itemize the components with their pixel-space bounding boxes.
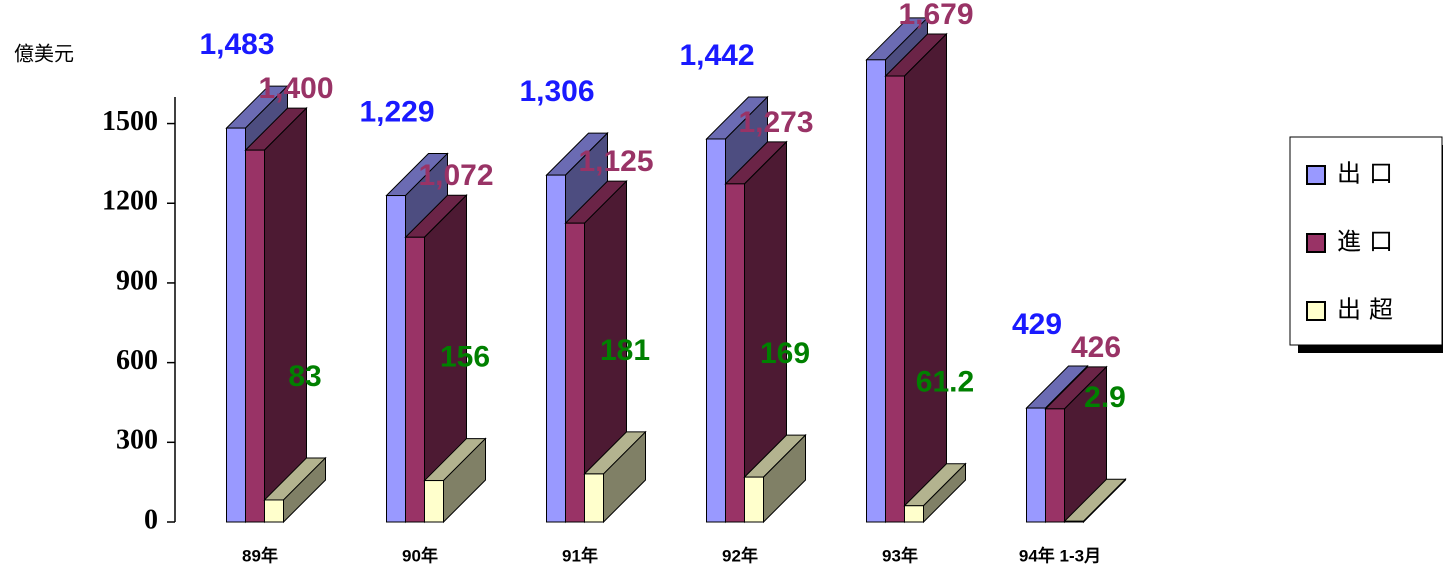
value-label: 1,483	[199, 28, 274, 61]
value-label: 181	[600, 334, 650, 367]
y-tick-label: 0	[144, 504, 158, 535]
x-tick-label: 94年 1-3月	[1019, 545, 1101, 565]
value-label: 1,306	[519, 75, 594, 108]
bar	[546, 174, 566, 523]
legend-label: 出口	[1337, 160, 1401, 188]
value-label: 1,679	[898, 0, 973, 31]
bar-side	[904, 32, 947, 524]
y-axis-label: 億美元	[14, 42, 74, 66]
bar	[405, 236, 425, 523]
value-label: 61.2	[916, 366, 974, 399]
x-tick-label: 92年	[722, 545, 758, 565]
bar	[565, 222, 585, 523]
y-tick-label: 900	[116, 265, 158, 296]
x-tick-label: 90年	[402, 545, 438, 565]
legend-label: 出超	[1337, 296, 1401, 324]
bar	[1026, 407, 1046, 523]
value-label: 1,400	[258, 72, 333, 105]
y-tick-label: 600	[116, 345, 158, 376]
value-label: 1,072	[418, 159, 493, 192]
value-label: 1,125	[578, 145, 653, 178]
legend-swatch	[1306, 233, 1326, 253]
bar	[424, 480, 444, 523]
y-tick-label: 300	[116, 425, 158, 456]
bar	[866, 59, 886, 523]
bar	[904, 505, 924, 523]
legend-label: 進口	[1337, 228, 1401, 256]
bar	[706, 138, 726, 523]
y-tick-label: 1500	[102, 106, 158, 137]
bar	[226, 127, 246, 523]
x-tick-label: 91年	[562, 545, 598, 565]
legend-swatch	[1306, 301, 1326, 321]
bar	[245, 149, 265, 523]
value-label: 156	[440, 340, 490, 373]
bar	[725, 183, 745, 523]
bar	[744, 476, 764, 523]
value-label: 169	[760, 337, 810, 370]
value-label: 429	[1012, 308, 1062, 341]
y-tick-label: 1200	[102, 186, 158, 217]
bar	[386, 195, 406, 523]
value-label: 1,229	[359, 95, 434, 128]
bar	[584, 473, 604, 523]
bar	[885, 75, 905, 523]
bar	[1045, 408, 1065, 523]
value-label: 1,442	[679, 39, 754, 72]
legend-swatch	[1306, 165, 1326, 185]
bar	[264, 499, 284, 523]
x-tick-label: 89年	[242, 545, 278, 565]
value-label: 83	[288, 360, 321, 393]
value-label: 426	[1071, 331, 1121, 364]
bar	[1064, 520, 1084, 523]
value-label: 1,273	[738, 106, 813, 139]
x-tick-label: 93年	[882, 545, 918, 565]
value-label: 2.9	[1084, 381, 1126, 414]
bar-side	[264, 106, 307, 524]
